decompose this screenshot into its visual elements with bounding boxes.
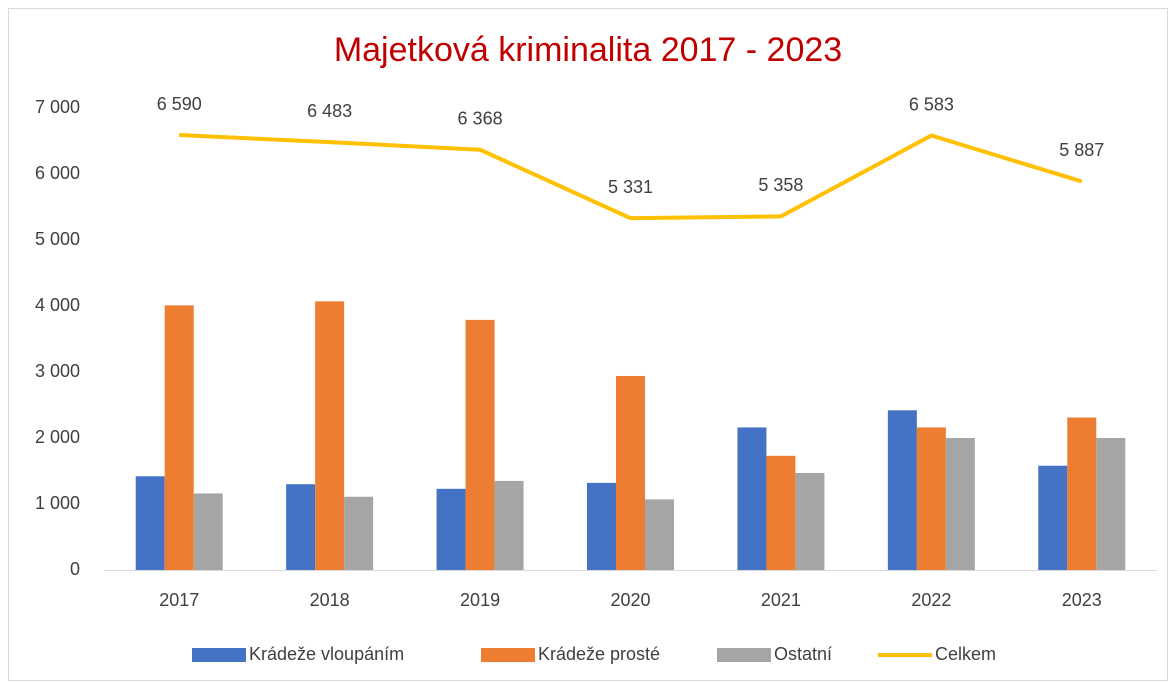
bar	[135, 476, 165, 570]
x-tick-label: 2022	[911, 590, 951, 610]
y-tick-label: 4 000	[35, 295, 80, 315]
bar	[737, 427, 767, 570]
bar	[766, 455, 796, 570]
data-label: 5 887	[1059, 140, 1104, 160]
y-tick-label: 1 000	[35, 493, 80, 513]
bar	[164, 305, 194, 570]
bar	[1038, 465, 1068, 570]
y-tick-label: 5 000	[35, 229, 80, 249]
x-tick-label: 2019	[460, 590, 500, 610]
data-label: 6 583	[909, 94, 954, 114]
bar	[436, 488, 466, 570]
x-tick-label: 2020	[610, 590, 650, 610]
bar	[315, 301, 345, 570]
legend-label: Ostatní	[774, 644, 832, 664]
bar	[344, 496, 374, 570]
y-tick-label: 3 000	[35, 361, 80, 381]
legend-label: Celkem	[935, 644, 996, 664]
x-tick-label: 2021	[761, 590, 801, 610]
data-label: 6 590	[157, 94, 202, 114]
bar	[587, 482, 616, 570]
x-tick-label: 2018	[310, 590, 350, 610]
bar	[193, 493, 223, 570]
bar	[616, 375, 645, 570]
y-tick-label: 7 000	[35, 97, 80, 117]
bar	[916, 427, 946, 570]
y-tick-label: 2 000	[35, 427, 80, 447]
bar	[795, 472, 825, 570]
bar	[645, 499, 674, 570]
y-tick-label: 6 000	[35, 163, 80, 183]
bar	[945, 438, 975, 570]
legend-label: Krádeže vloupáním	[249, 644, 404, 664]
legend-swatch	[717, 648, 771, 662]
legend-swatch	[192, 648, 246, 662]
y-tick-label: 0	[70, 559, 80, 579]
data-label: 6 483	[307, 101, 352, 121]
bar	[465, 319, 495, 570]
x-tick-label: 2023	[1062, 590, 1102, 610]
bar	[286, 484, 316, 570]
line	[179, 133, 1083, 221]
data-label: 5 358	[758, 175, 803, 195]
bar	[1067, 417, 1097, 570]
bar	[494, 480, 524, 570]
data-label: 6 368	[458, 108, 503, 128]
chart-title: Majetková kriminalita 2017 - 2023	[334, 31, 842, 69]
data-label: 5 331	[608, 177, 653, 197]
legend-label: Krádeže prosté	[538, 644, 660, 664]
bar	[1096, 438, 1126, 570]
legend-swatch	[481, 648, 535, 662]
bar	[887, 410, 917, 570]
x-tick-label: 2017	[159, 590, 199, 610]
